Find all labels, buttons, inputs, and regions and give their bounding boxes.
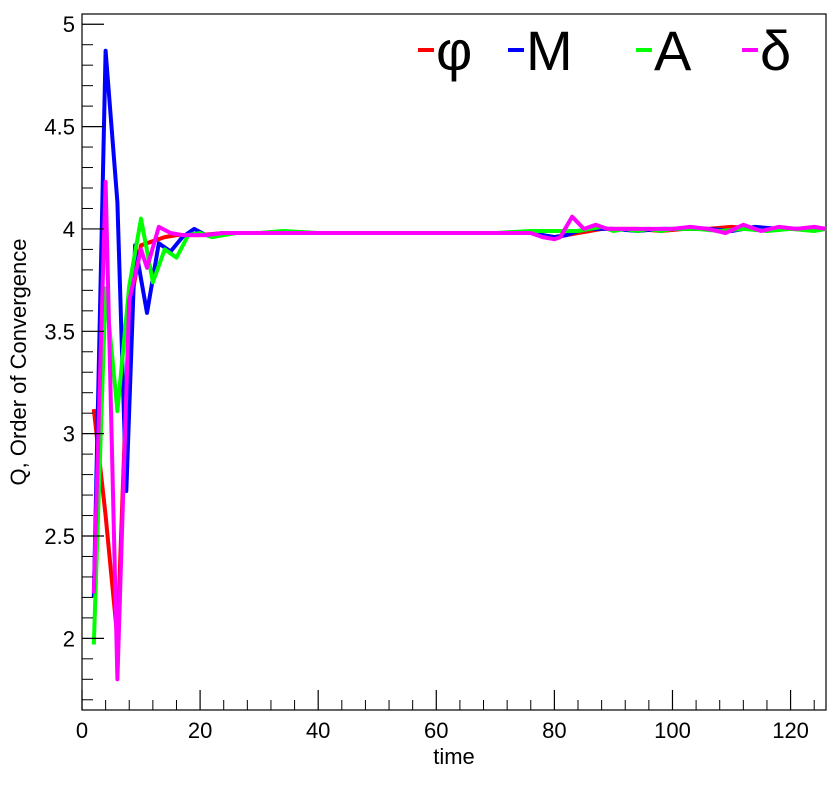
legend-label-2: A [654,19,692,82]
x-tick-label: 100 [654,718,691,743]
legend-label-3: δ [760,19,791,82]
axes-layer: 0 20 40 60 80 100 120 2 2.5 3 3.5 4 4.5 5 [44,12,815,743]
legend-label-0: φ [436,19,472,82]
y-tick-label: 3.5 [44,319,75,344]
y-tick-label: 5 [63,12,75,37]
y-tick-label: 2 [63,626,75,651]
series-line-1 [91,48,826,598]
legend-label-1: M [526,19,573,82]
y-tick-label: 4 [63,217,75,242]
y-axis-label: Q, Order of Convergence [6,238,31,485]
x-tick-label: 20 [188,718,212,743]
plot-frame [81,13,827,711]
x-tick-label: 120 [772,718,809,743]
x-tick-label: 80 [542,718,566,743]
series-line-0 [91,224,826,641]
series-line-3 [91,179,827,682]
series-line-2 [91,216,827,645]
y-tick-label: 3 [63,422,75,447]
x-tick-label: 40 [306,718,330,743]
x-axis-label: time [433,744,475,769]
y-tick-label: 4.5 [44,115,75,140]
series-layer [91,48,827,682]
x-tick-label: 60 [424,718,448,743]
x-tick-label: 0 [76,718,88,743]
y-tick-label: 2.5 [44,524,75,549]
